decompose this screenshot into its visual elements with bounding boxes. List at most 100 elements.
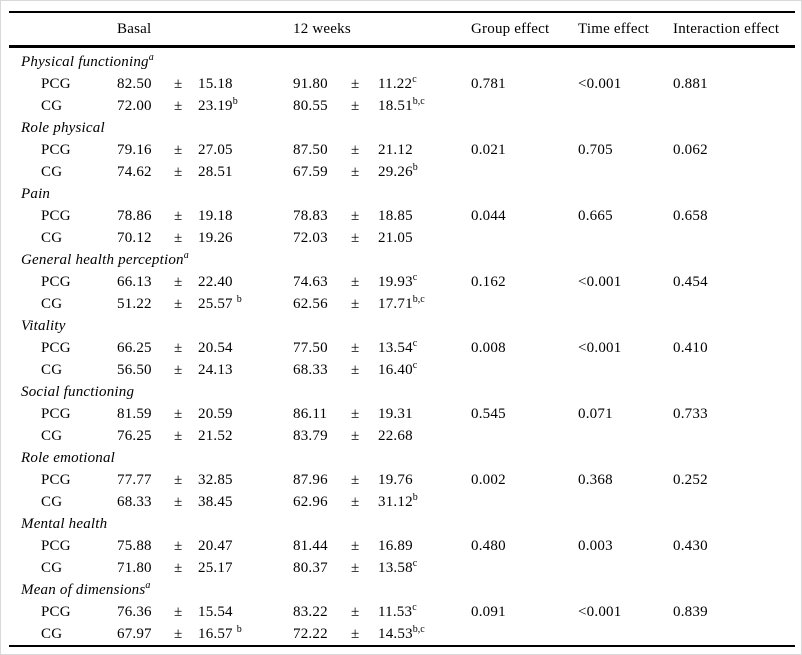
basal-sd: 15.18 xyxy=(198,76,233,92)
interaction-effect-value xyxy=(673,425,795,447)
data-row: CG 67.97 ±16.57 b 72.22 ±14.53b,c xyxy=(9,623,795,646)
interaction-effect-value: 0.410 xyxy=(673,340,708,356)
week12-mean: 72.03 xyxy=(293,230,328,246)
row-group-label: CG xyxy=(41,230,63,246)
basal-mean: 66.13 xyxy=(117,274,152,290)
time-effect-value: 0.003 xyxy=(578,538,613,554)
group-effect-value: 0.021 xyxy=(471,142,506,158)
week12-mean: 87.96 xyxy=(293,472,328,488)
week12-mean: 67.59 xyxy=(293,164,328,180)
basal-sd: 20.54 xyxy=(198,340,233,356)
week12-sd: 19.93c xyxy=(378,272,418,291)
week12-mean: 86.11 xyxy=(293,406,328,422)
section-label: Role emotional xyxy=(21,450,116,466)
week12-sd: 18.51b,c xyxy=(378,96,425,115)
basal-sd: 38.45 xyxy=(198,494,233,510)
group-effect-value xyxy=(471,425,578,447)
section-label-row: Role physical xyxy=(9,117,795,139)
time-effect-value: 0.665 xyxy=(578,208,613,224)
row-group-label: PCG xyxy=(41,340,71,356)
plus-minus-sign: ± xyxy=(174,538,183,554)
significance-superscript: b,c xyxy=(412,294,425,305)
basal-sd: 20.47 xyxy=(198,538,233,554)
interaction-effect-value: 0.881 xyxy=(673,76,708,92)
week12-sd: 31.12b xyxy=(378,492,418,511)
week12-mean: 81.44 xyxy=(293,538,328,554)
interaction-effect-value: 0.252 xyxy=(673,472,708,488)
basal-mean: 56.50 xyxy=(117,362,152,378)
plus-minus-sign: ± xyxy=(174,76,183,92)
interaction-effect-value xyxy=(673,557,795,579)
time-effect-value xyxy=(578,359,673,381)
plus-minus-sign: ± xyxy=(174,472,183,488)
data-row: CG 70.12 ±19.26 72.03 ±21.05 xyxy=(9,227,795,249)
plus-minus-sign: ± xyxy=(174,208,183,224)
week12-mean: 80.37 xyxy=(293,560,328,576)
group-effect-value xyxy=(471,557,578,579)
week12-sd: 21.05 xyxy=(378,230,413,246)
row-group-label: PCG xyxy=(41,76,71,92)
row-group-label: CG xyxy=(41,560,63,576)
section-label: Role physical xyxy=(21,120,105,136)
significance-superscript: b xyxy=(236,294,242,305)
plus-minus-sign: ± xyxy=(351,98,360,114)
time-effect-value: 0.705 xyxy=(578,142,613,158)
data-row: CG 76.25 ±21.52 83.79 ±22.68 xyxy=(9,425,795,447)
data-row: PCG 78.86 ±19.18 78.83 ±18.85 0.044 0.665 0.658 xyxy=(9,205,795,227)
plus-minus-sign: ± xyxy=(351,274,360,290)
week12-sd: 13.58c xyxy=(378,558,418,577)
section-label: Social functioning xyxy=(21,384,135,400)
time-effect-value xyxy=(578,161,673,183)
week12-sd: 21.12 xyxy=(378,142,413,158)
week12-sd: 13.54c xyxy=(378,338,418,357)
time-effect-value: 0.071 xyxy=(578,406,613,422)
column-header-basal: Basal xyxy=(117,11,294,48)
time-effect-value xyxy=(578,293,673,315)
column-header-group-effect: Group effect xyxy=(471,11,579,48)
data-row: CG 71.80 ±25.17 80.37 ±13.58c xyxy=(9,557,795,579)
plus-minus-sign: ± xyxy=(351,560,360,576)
section-label: Pain xyxy=(21,186,51,202)
significance-superscript: c xyxy=(412,602,417,613)
basal-mean: 70.12 xyxy=(117,230,152,246)
interaction-effect-value xyxy=(673,491,795,513)
week12-sd: 16.40c xyxy=(378,360,418,379)
group-effect-value: 0.480 xyxy=(471,538,506,554)
basal-sd: 19.18 xyxy=(198,208,233,224)
basal-sd: 28.51 xyxy=(198,164,233,180)
row-group-label: PCG xyxy=(41,538,71,554)
data-row: PCG 66.25 ±20.54 77.50 ±13.54c 0.008 <0.001 0.4… xyxy=(9,337,795,359)
time-effect-value xyxy=(578,425,673,447)
significance-superscript: b,c xyxy=(412,624,425,635)
significance-superscript: b xyxy=(236,624,242,635)
week12-mean: 72.22 xyxy=(293,626,328,642)
basal-sd: 24.13 xyxy=(198,362,233,378)
data-row: PCG 81.59 ±20.59 86.11 ±19.31 0.545 0.071 0.733 xyxy=(9,403,795,425)
week12-sd: 19.76 xyxy=(378,472,413,488)
plus-minus-sign: ± xyxy=(174,604,183,620)
significance-superscript: c xyxy=(412,360,418,371)
data-row: PCG 76.36 ±15.54 83.22 ±11.53c 0.091 <0.001 0.8… xyxy=(9,601,795,623)
time-effect-value xyxy=(578,623,673,646)
plus-minus-sign: ± xyxy=(174,296,183,312)
interaction-effect-value: 0.454 xyxy=(673,274,708,290)
section-label: Mean of dimensionsa xyxy=(21,580,151,599)
plus-minus-sign: ± xyxy=(351,142,360,158)
significance-superscript: a xyxy=(145,580,151,591)
row-group-label: CG xyxy=(41,494,63,510)
plus-minus-sign: ± xyxy=(351,164,360,180)
basal-sd: 21.52 xyxy=(198,428,233,444)
group-effect-value xyxy=(471,227,578,249)
plus-minus-sign: ± xyxy=(351,406,360,422)
plus-minus-sign: ± xyxy=(351,296,360,312)
week12-sd: 11.53c xyxy=(378,602,417,621)
basal-mean: 81.59 xyxy=(117,406,152,422)
week12-sd: 11.22c xyxy=(378,74,417,93)
time-effect-value xyxy=(578,227,673,249)
week12-mean: 87.50 xyxy=(293,142,328,158)
significance-superscript: b xyxy=(232,96,238,107)
row-group-label: CG xyxy=(41,98,63,114)
week12-sd: 17.71b,c xyxy=(378,294,425,313)
